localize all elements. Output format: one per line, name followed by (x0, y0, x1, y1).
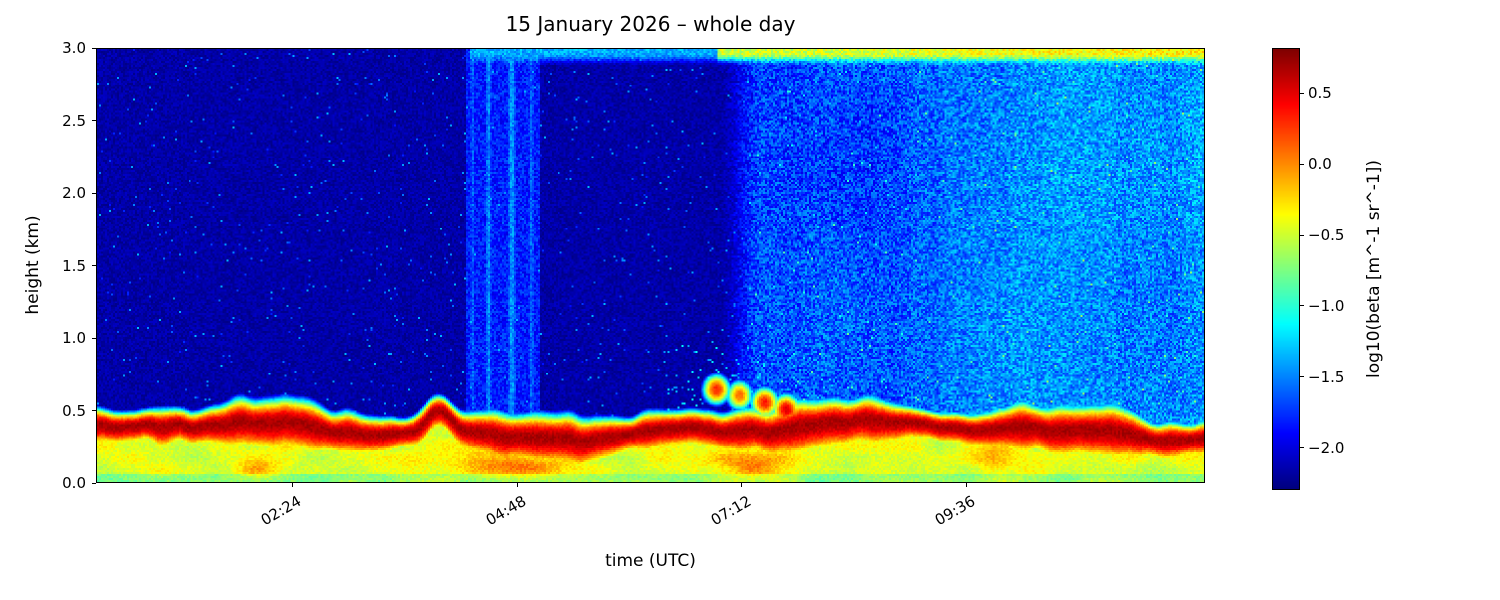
y-tick-label: 1.0 (62, 329, 86, 347)
colorbar-tick-label: 0.0 (1308, 155, 1332, 174)
y-tick-label: 0.5 (62, 401, 86, 420)
x-tick-label: 04:48 (482, 492, 530, 530)
colorbar-tick-mark (1300, 376, 1304, 378)
y-tick-label: 1.5 (62, 256, 86, 275)
x-tick-label: 09:36 (931, 492, 979, 530)
chart-title: 15 January 2026 – whole day (505, 12, 796, 36)
colorbar-tick-mark (1300, 92, 1304, 94)
y-tick-mark (92, 410, 96, 411)
colorbar-canvas (1273, 49, 1299, 489)
x-tick-mark (965, 483, 967, 487)
y-tick-label: 3.0 (62, 39, 86, 57)
x-tick-mark (292, 483, 294, 487)
y-tick-label: 0.0 (62, 474, 86, 492)
colorbar-tick-label: −1.5 (1308, 367, 1345, 386)
y-tick-label: 2.5 (62, 111, 86, 130)
y-tick-mark (92, 482, 96, 484)
colorbar-label: log10(beta [m^-1 sr^-1]) (1364, 159, 1384, 379)
colorbar-tick-label: −2.0 (1308, 438, 1345, 457)
y-tick-mark (92, 337, 96, 339)
colorbar-tick-label: 0.5 (1308, 84, 1332, 103)
y-tick-mark (92, 192, 96, 194)
colorbar-tick-label: −1.0 (1308, 296, 1345, 315)
colorbar (1272, 48, 1300, 490)
x-tick-mark (516, 483, 518, 487)
y-tick-mark (92, 265, 96, 266)
colorbar-tick-mark (1300, 447, 1304, 448)
y-tick-label: 2.0 (62, 184, 86, 202)
colorbar-tick-mark (1300, 234, 1304, 236)
plot-area (96, 48, 1205, 483)
colorbar-tick-mark (1300, 163, 1304, 165)
x-axis-label: time (UTC) (605, 551, 696, 571)
x-tick-label: 07:12 (707, 492, 754, 530)
y-tick-mark (92, 120, 96, 121)
x-tick-label: 02:24 (258, 492, 305, 530)
y-tick-mark (92, 47, 96, 49)
heatmap-canvas (97, 49, 1204, 482)
colorbar-tick-mark (1300, 305, 1304, 307)
x-tick-mark (741, 483, 743, 487)
colorbar-tick-label: −0.5 (1308, 226, 1345, 244)
